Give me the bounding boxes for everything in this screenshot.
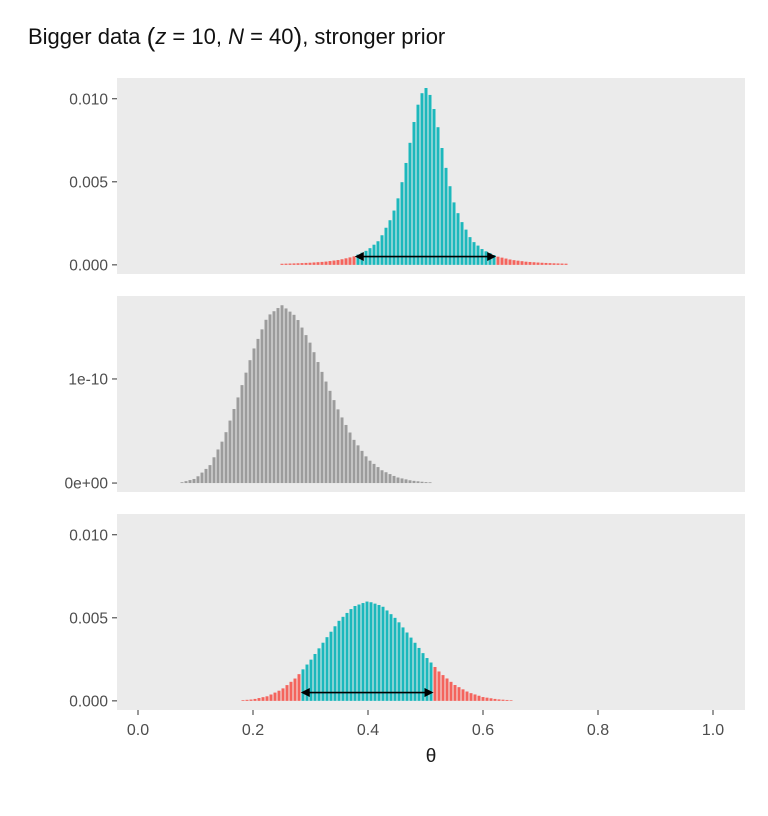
y-tick-label: 0.005 bbox=[69, 174, 108, 191]
title-segment: ) bbox=[293, 22, 303, 52]
x-tick-label: 0.4 bbox=[357, 722, 379, 739]
x-tick-label: 0.8 bbox=[587, 722, 609, 739]
posterior-y-axis-ticks: 0.000 0.005 0.010 bbox=[69, 527, 117, 710]
y-tick-label: 0e+00 bbox=[64, 476, 108, 493]
prior-hdi-arrow bbox=[354, 252, 497, 262]
title-segment: , stronger prior bbox=[302, 24, 446, 49]
x-tick-label: 0.0 bbox=[127, 722, 149, 739]
prior-panel: 0.000 0.005 0.010 bbox=[69, 78, 745, 274]
x-axis-label: θ bbox=[426, 746, 437, 767]
y-tick-label: 1e-10 bbox=[68, 371, 108, 388]
title-segment: = 40 bbox=[243, 24, 294, 49]
posterior-density-bars bbox=[241, 601, 513, 701]
likelihood-density-bars bbox=[180, 305, 432, 484]
panel-background bbox=[117, 296, 745, 492]
title-segment: Bigger data bbox=[28, 24, 147, 49]
likelihood-y-axis-ticks: 0e+00 1e-10 bbox=[64, 371, 117, 493]
x-tick-label: 0.6 bbox=[472, 722, 494, 739]
arrow-head-right bbox=[487, 252, 497, 262]
chart-title: Bigger data (z = 10, N = 40), stronger p… bbox=[28, 24, 445, 50]
title-segment: z bbox=[155, 24, 167, 49]
x-tick-label: 0.2 bbox=[242, 722, 264, 739]
title-segment: ( bbox=[146, 22, 156, 52]
x-tick-label: 1.0 bbox=[702, 722, 724, 739]
posterior-panel: 0.000 0.005 0.010 bbox=[69, 514, 745, 710]
title-segment: N bbox=[228, 24, 244, 49]
arrow-head-left bbox=[300, 688, 310, 698]
likelihood-panel: 0e+00 1e-10 bbox=[64, 296, 745, 493]
posterior-hdi-arrow bbox=[300, 688, 434, 698]
y-tick-label: 0.000 bbox=[69, 257, 108, 274]
y-tick-label: 0.010 bbox=[69, 91, 108, 108]
title-segment: = 10, bbox=[166, 24, 229, 49]
arrow-head-right bbox=[424, 688, 434, 698]
y-tick-label: 0.005 bbox=[69, 610, 108, 627]
arrow-head-left bbox=[354, 252, 364, 262]
y-tick-label: 0.010 bbox=[69, 527, 108, 544]
x-axis-ticks: 0.0 0.2 0.4 0.6 0.8 1.0 bbox=[127, 710, 724, 739]
y-tick-label: 0.000 bbox=[69, 693, 108, 710]
prior-y-axis-ticks: 0.000 0.005 0.010 bbox=[69, 91, 117, 274]
